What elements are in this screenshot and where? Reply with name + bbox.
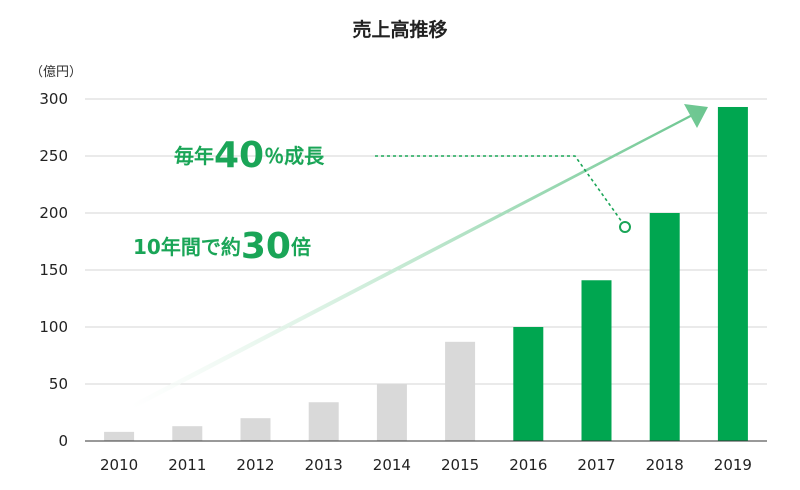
bar-2015 (445, 341, 476, 441)
y-tick-label: 300 (39, 90, 68, 108)
x-tick-label: 2011 (168, 456, 206, 474)
x-tick-label: 2013 (305, 456, 343, 474)
annotation-marker (619, 221, 631, 233)
x-tick-label: 2012 (236, 456, 274, 474)
bar-2014 (376, 384, 407, 441)
bar-2016 (513, 327, 544, 441)
x-tick-label: 2014 (373, 456, 411, 474)
y-tick-label: 0 (58, 432, 68, 450)
x-tick-label: 2010 (100, 456, 138, 474)
growth-arrow (128, 104, 708, 410)
bar-2012 (240, 418, 271, 441)
multiple-number: 30 (241, 226, 291, 267)
growth-number: 40 (214, 135, 264, 176)
multiple-suffix: 倍 (291, 235, 311, 259)
y-axis-unit: （億円） (30, 64, 82, 80)
bar-2011 (172, 426, 203, 441)
annotation-leader (375, 155, 623, 223)
chart-title: 売上高推移 (352, 18, 447, 41)
x-tick-label: 2015 (441, 456, 479, 474)
bar-2013 (308, 402, 339, 441)
y-tick-label: 50 (49, 375, 68, 393)
y-tick-label: 100 (39, 318, 68, 336)
bar-2018 (649, 213, 680, 441)
y-tick-label: 250 (39, 147, 68, 165)
bar-2019 (717, 106, 748, 441)
multiple-prefix: 10年間で約 (133, 235, 241, 259)
bars (104, 106, 748, 441)
x-axis-ticks: 2010 2011 2012 2013 2014 2015 2016 2017 2018 2019 (100, 456, 752, 474)
y-tick-label: 200 (39, 204, 68, 222)
bar-2017 (581, 280, 612, 441)
growth-prefix: 毎年 (174, 144, 214, 168)
y-tick-label: 150 (39, 261, 68, 279)
growth-suffix: ％成長 (264, 144, 325, 168)
x-tick-label: 2016 (509, 456, 547, 474)
x-tick-label: 2017 (577, 456, 615, 474)
x-tick-label: 2019 (714, 456, 752, 474)
growth-annotation: 毎年40％成長 (174, 135, 325, 176)
y-axis-ticks: 0 50 100 150 200 250 300 (39, 90, 68, 450)
multiple-annotation: 10年間で約30倍 (133, 226, 311, 267)
bar-2010 (104, 431, 135, 441)
x-tick-label: 2018 (646, 456, 684, 474)
